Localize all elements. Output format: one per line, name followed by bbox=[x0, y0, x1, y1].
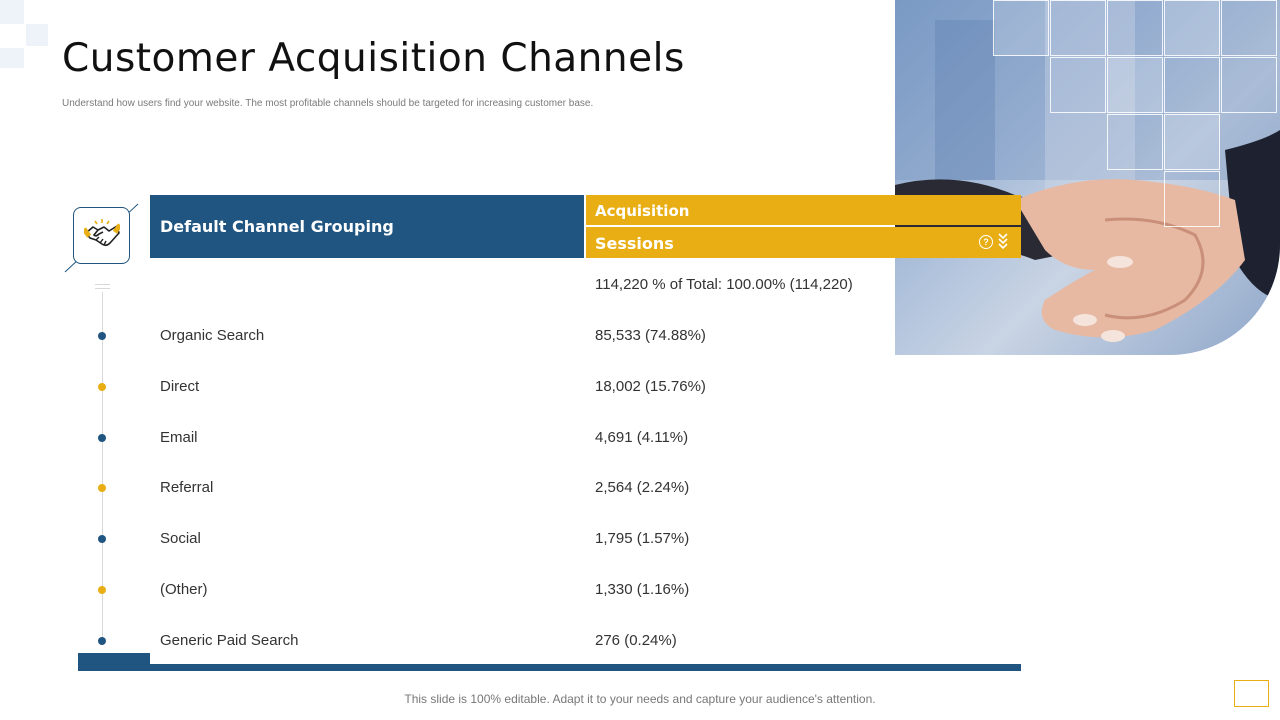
handshake-illustration bbox=[895, 0, 1280, 342]
sessions-value: 1,330 (1.16%) bbox=[595, 581, 690, 598]
sessions-value: 276 (0.24%) bbox=[595, 631, 677, 649]
column-header-label: Default Channel Grouping bbox=[160, 217, 394, 236]
channel-name: Generic Paid Search bbox=[160, 631, 299, 649]
column-group-label: Acquisition bbox=[595, 202, 690, 220]
channel-name: Email bbox=[160, 428, 198, 446]
row-bullet-dot bbox=[98, 636, 106, 645]
slide-nav-box[interactable] bbox=[1234, 680, 1269, 707]
corner-decoration bbox=[0, 0, 24, 24]
column-group-header-acquisition: Acquisition bbox=[586, 195, 1021, 225]
sessions-value: 1,795 (1.57%) bbox=[595, 530, 690, 548]
corner-decoration bbox=[26, 24, 48, 46]
slide-title: Customer Acquisition Channels bbox=[62, 36, 685, 81]
channel-name: Organic Search bbox=[160, 327, 265, 344]
table-bottom-bar bbox=[78, 664, 1021, 671]
channel-name: (Other) bbox=[160, 581, 208, 598]
timeline-tick bbox=[95, 284, 110, 285]
corner-decoration bbox=[0, 48, 24, 68]
sessions-value: 2,564 (2.24%) bbox=[595, 479, 690, 497]
row-bullet-dot bbox=[98, 535, 106, 544]
channel-name: Social bbox=[160, 530, 201, 548]
logo-badge bbox=[73, 207, 130, 264]
channel-name: Referral bbox=[160, 479, 214, 497]
row-bullet-dot bbox=[98, 433, 106, 442]
slide-subtitle: Understand how users find your website. … bbox=[62, 98, 594, 109]
timeline-line bbox=[102, 292, 103, 644]
question-circle-icon[interactable]: ? bbox=[979, 235, 993, 249]
slide-footer-note: This slide is 100% editable. Adapt it to… bbox=[404, 692, 876, 706]
column-header-sessions: Sessions ? bbox=[586, 227, 1021, 258]
row-bullet-dot bbox=[98, 332, 106, 340]
handshake-photo bbox=[895, 0, 1280, 355]
channel-name: Direct bbox=[160, 377, 200, 395]
table-total-value: 114,220 % of Total: 100.00% (114,220) bbox=[595, 276, 853, 293]
row-bullet-dot bbox=[98, 586, 106, 594]
row-bullet-dot bbox=[98, 382, 106, 391]
timeline-tick bbox=[95, 288, 110, 289]
row-bullet-dot bbox=[98, 484, 106, 493]
handshake-icon bbox=[84, 219, 120, 247]
sessions-value: 18,002 (15.76%) bbox=[595, 377, 706, 395]
sessions-value: 85,533 (74.88%) bbox=[595, 327, 706, 344]
double-chevron-down-icon[interactable] bbox=[998, 232, 1008, 250]
column-header-label: Sessions bbox=[595, 234, 674, 253]
column-header-channel-grouping: Default Channel Grouping bbox=[150, 195, 584, 258]
sessions-value: 4,691 (4.11%) bbox=[595, 428, 689, 446]
